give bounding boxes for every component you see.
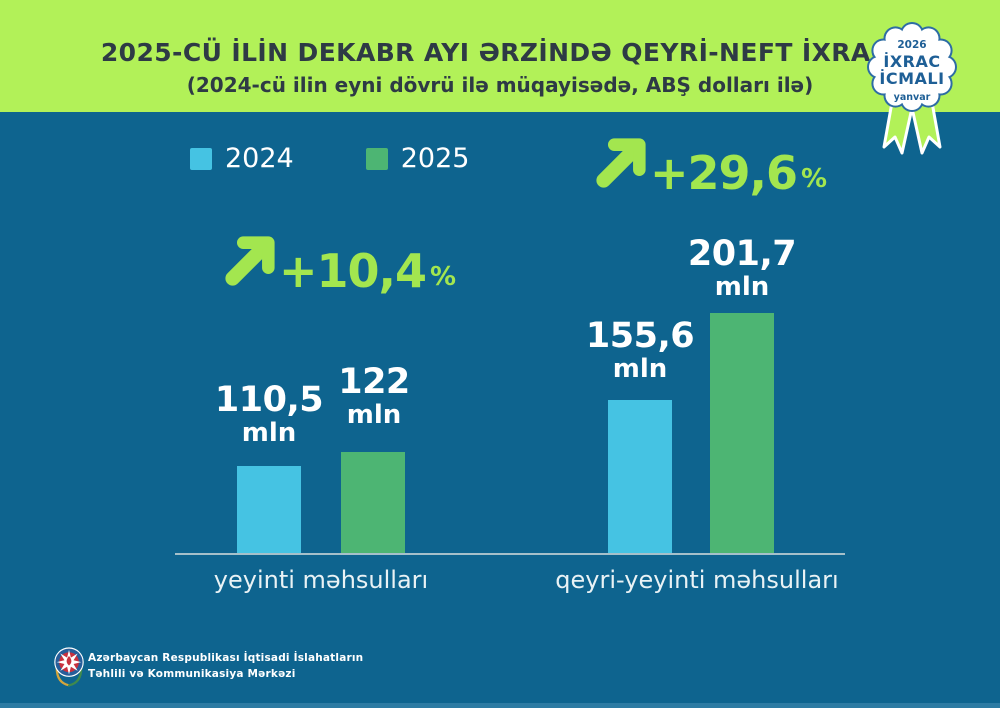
growth-value: +10,4	[279, 244, 427, 298]
x-axis-line	[175, 553, 845, 555]
value-number: 201,7	[687, 234, 797, 274]
org-line2: Təhlili və Kommunikasiya Mərkəzi	[88, 668, 296, 681]
badge-title-line2: İCMALI	[879, 69, 944, 88]
legend-swatch-2025	[365, 147, 388, 170]
category-label-food: yeyinti məhsulları	[213, 566, 429, 594]
page-title: 2025-CÜ İLİN DEKABR AYI ƏRZİNDƏ QEYRİ-NE…	[100, 38, 900, 67]
bar-value-label-nonfood-2025: 201,7 mln	[687, 234, 797, 302]
badge-month: yanvar	[894, 92, 931, 103]
legend-label-2024: 2024	[225, 143, 294, 174]
bar-value-label-food-2024: 110,5 mln	[214, 380, 324, 448]
legend-item-2024: 2024	[190, 143, 294, 174]
footer-organization: Azərbaycan Respublikası İqtisadi İslahat…	[88, 650, 363, 683]
rosette-seal-icon	[867, 22, 957, 112]
trend-up-arrow-icon	[225, 236, 275, 286]
trend-up-arrow-icon	[596, 138, 646, 188]
legend-swatch-2024	[190, 147, 212, 170]
state-emblem-icon	[54, 647, 84, 687]
value-unit: mln	[346, 400, 402, 430]
value-unit: mln	[612, 354, 668, 384]
page-subtitle: (2024-cü ilin eyni dövrü ilə müqayisədə,…	[186, 73, 814, 97]
org-line1: Azərbaycan Respublikası İqtisadi İslahat…	[88, 652, 364, 664]
header-band: 2025-CÜ İLİN DEKABR AYI ƏRZİNDƏ QEYRİ-NE…	[0, 0, 1000, 112]
growth-value: +29,6	[650, 146, 798, 200]
growth-indicator-food: +10,4 %	[223, 234, 456, 294]
badge-title-line1: İXRAC	[883, 52, 940, 71]
value-number: 110,5	[214, 380, 324, 420]
bar-value-label-nonfood-2024: 155,6 mln	[585, 316, 695, 384]
legend-item-2025: 2025	[365, 143, 470, 174]
bar-value-label-food-2025: 122 mln	[338, 364, 410, 430]
bar-food-2024	[237, 466, 301, 553]
ixrac-icmali-badge: 2026 İXRAC İCMALI yanvar	[867, 22, 957, 155]
value-number: 122	[338, 362, 410, 402]
growth-indicator-nonfood: +29,6 %	[594, 136, 827, 196]
legend-label-2025: 2025	[400, 143, 470, 174]
percent-sign: %	[801, 164, 828, 194]
badge-year: 2026	[897, 39, 926, 51]
bar-nonfood-2025	[710, 313, 774, 553]
category-label-nonfood: qeyri-yeyinti məhsulları	[555, 566, 839, 594]
legend: 2024 2025	[190, 143, 469, 174]
value-unit: mln	[714, 272, 770, 302]
bottom-accent-strip	[0, 703, 1000, 708]
value-number: 155,6	[585, 316, 695, 356]
bar-nonfood-2024	[608, 400, 672, 553]
percent-sign: %	[430, 262, 457, 292]
value-unit: mln	[241, 418, 297, 448]
bar-food-2025	[341, 452, 405, 553]
